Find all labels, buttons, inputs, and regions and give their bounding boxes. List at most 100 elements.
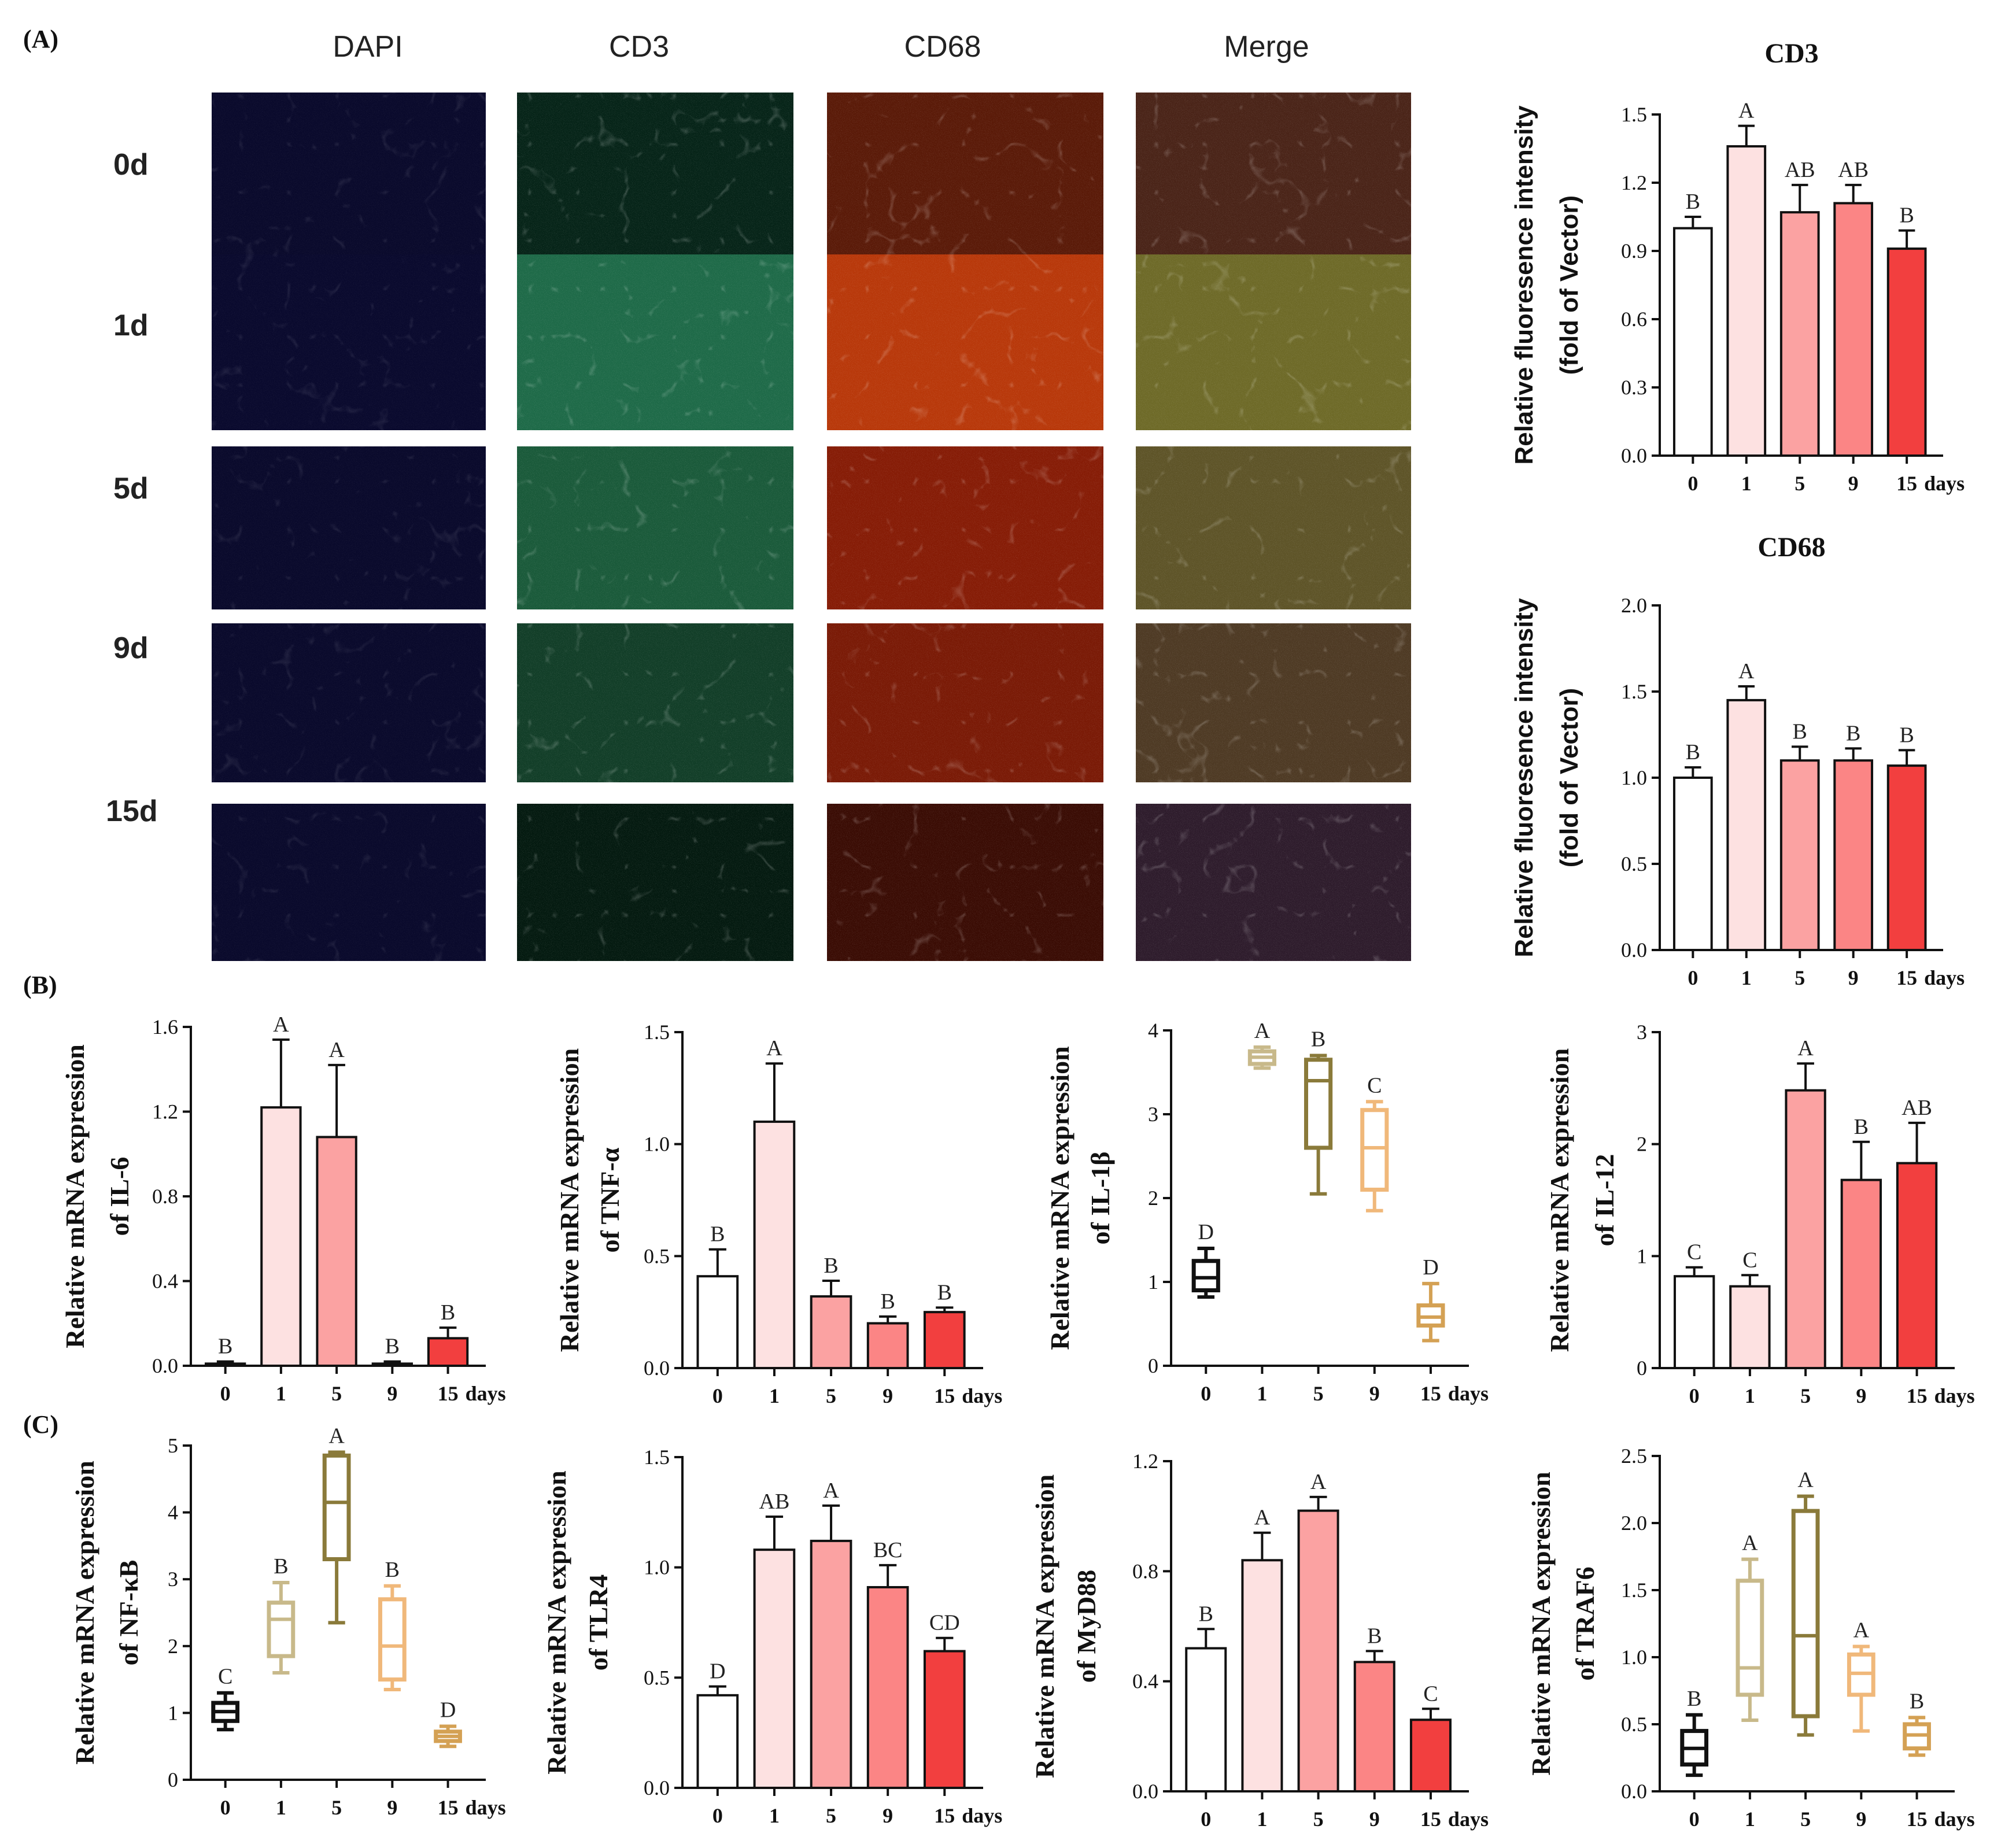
bar (866, 1322, 909, 1370)
box (1791, 1509, 1820, 1718)
x-unit-label: days (466, 1796, 506, 1819)
x-tick-label: 0 (712, 1804, 723, 1827)
significance-letter: A (1310, 1470, 1327, 1494)
significance-letter: A (1742, 1531, 1758, 1555)
micrograph-merge-15d (1136, 804, 1411, 961)
micrograph-speckle (827, 93, 1103, 258)
y-tick-label: 1.5 (1621, 680, 1647, 703)
significance-letter: C (218, 1665, 232, 1689)
x-unit-label: days (1448, 1382, 1489, 1405)
significance-letter: B (1686, 190, 1700, 214)
y-tick-label: 1 (168, 1701, 178, 1724)
x-tick-label: 5 (826, 1804, 836, 1827)
x-tick-label: 5 (331, 1796, 342, 1819)
micrograph-speckle (1136, 446, 1411, 609)
y-tick-label: 0.5 (644, 1666, 670, 1689)
bar (923, 1650, 966, 1789)
row-label-15d: 15d (106, 794, 158, 828)
micrograph-speckle (827, 446, 1103, 609)
y-tick-label: 2.0 (1621, 1511, 1647, 1535)
y-tick-label: 2 (1148, 1187, 1158, 1210)
micrograph-merge-9d (1136, 623, 1411, 782)
significance-letter: B (1367, 1624, 1382, 1648)
bar (696, 1275, 739, 1370)
y-tick-label: 1.2 (152, 1100, 178, 1123)
x-tick-label: 5 (1313, 1808, 1324, 1831)
significance-letter: B (1854, 1115, 1869, 1139)
y-tick-label: 0.5 (644, 1244, 670, 1267)
micrograph-speckle (212, 93, 486, 258)
x-tick-label: 1 (1745, 1808, 1755, 1831)
x-tick-label: 1 (1741, 966, 1752, 989)
y-axis-label: of TRAF6 (1570, 1566, 1600, 1680)
x-tick-label: 0 (220, 1382, 231, 1405)
micrograph-speckle (517, 804, 793, 961)
chart-tnfa: Relative mRNA expression of TNF-α 0.0 0.5 1.… (555, 1021, 1002, 1407)
x-tick-label: 5 (1795, 472, 1805, 495)
y-tick-label: 0.8 (152, 1185, 178, 1208)
bar (866, 1585, 909, 1789)
y-axis-label: Relative mRNA expression (1545, 1048, 1574, 1352)
box (1304, 1058, 1333, 1150)
y-tick-label: 0.0 (1132, 1780, 1158, 1803)
bar (1241, 1559, 1283, 1793)
micrograph-speckle (1136, 623, 1411, 782)
significance-letter: B (824, 1254, 838, 1278)
significance-letter: B (441, 1300, 455, 1325)
y-tick-label: 5 (168, 1434, 178, 1457)
micrograph-speckle (1136, 804, 1411, 961)
bar (1297, 1509, 1339, 1792)
y-tick-label: 0.0 (152, 1354, 178, 1377)
micrograph-speckle (827, 804, 1103, 961)
y-tick-label: 1.2 (1621, 171, 1647, 194)
x-tick-label: 15 (438, 1796, 459, 1819)
column-header-cd3: CD3 (609, 30, 669, 64)
x-tick-label: 15 (1896, 966, 1917, 989)
x-unit-label: days (962, 1384, 1002, 1407)
x-tick-label: 5 (826, 1384, 836, 1407)
x-unit-label: days (1924, 472, 1965, 495)
y-tick-label: 0.5 (1621, 852, 1647, 875)
x-tick-label: 1 (1745, 1384, 1755, 1407)
bar (923, 1311, 966, 1370)
panel-label-b: (B) (23, 971, 57, 999)
micrograph-cd3-9d (517, 623, 793, 782)
y-tick-label: 0.0 (644, 1357, 670, 1380)
x-tick-label: 9 (1369, 1382, 1380, 1405)
y-tick-label: 0.0 (1621, 938, 1647, 962)
y-tick-label: 1.5 (1621, 1579, 1647, 1602)
y-tick-label: 2.5 (1621, 1444, 1647, 1468)
micrograph-speckle (212, 804, 486, 961)
y-tick-label: 0 (1637, 1357, 1647, 1380)
y-axis-label: of MyD88 (1072, 1570, 1101, 1683)
micrograph-merge-5d (1136, 446, 1411, 609)
x-tick-label: 0 (220, 1796, 231, 1819)
micrograph-dapi-0d (212, 93, 486, 258)
x-tick-label: 15 (1896, 472, 1917, 495)
x-tick-label: 5 (1800, 1808, 1811, 1831)
significance-letter: B (1199, 1602, 1213, 1626)
significance-letter: AB (1901, 1096, 1932, 1120)
significance-letter: B (1793, 719, 1807, 744)
x-tick-label: 0 (1689, 1384, 1700, 1407)
significance-letter: AB (1785, 158, 1815, 182)
x-tick-label: 15 (1907, 1384, 1928, 1407)
x-unit-label: days (1924, 966, 1965, 989)
bar (1779, 759, 1820, 951)
row-label-0d: 0d (113, 148, 149, 182)
column-header-dapi: DAPI (333, 30, 403, 64)
x-tick-label: 15 (1420, 1382, 1441, 1405)
chart-traf6: Relative mRNA expression of TRAF6 0.0 0.5 1.… (1526, 1444, 1975, 1831)
row-label-1d: 1d (113, 309, 149, 342)
y-tick-label: 3 (168, 1568, 178, 1591)
panel-label-a: (A) (23, 25, 58, 53)
bar (316, 1136, 357, 1367)
bar (810, 1295, 852, 1369)
x-tick-label: 1 (1741, 472, 1752, 495)
significance-letter: B (1311, 1028, 1325, 1052)
micrograph-dapi-15d (212, 804, 486, 961)
micrograph-speckle (212, 446, 486, 609)
x-tick-label: 9 (1848, 472, 1859, 495)
x-unit-label: days (1934, 1384, 1975, 1407)
